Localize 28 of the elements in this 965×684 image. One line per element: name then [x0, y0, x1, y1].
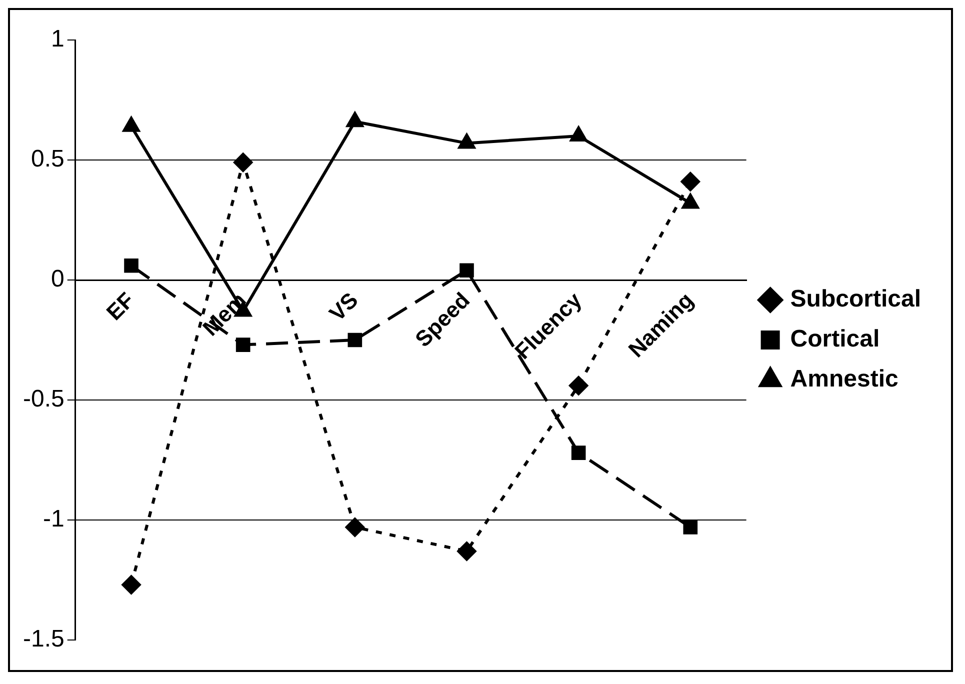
- point: [458, 134, 476, 149]
- point: [460, 263, 474, 278]
- legend-label: Subcortical: [790, 286, 922, 313]
- point: [345, 518, 364, 537]
- point: [457, 542, 476, 561]
- legend-label: Amnestic: [790, 366, 898, 393]
- point: [124, 258, 138, 273]
- point: [571, 446, 586, 460]
- x-tick-label: VS: [324, 287, 363, 326]
- legend-label: Cortical: [790, 326, 880, 353]
- point: [234, 152, 253, 172]
- point: [569, 376, 588, 396]
- y-tick-label: -0.5: [22, 386, 64, 413]
- y-tick-label: -1: [43, 506, 64, 533]
- point: [570, 126, 587, 142]
- x-tick-label: EF: [102, 287, 140, 326]
- point: [122, 116, 140, 132]
- point: [346, 112, 364, 128]
- point: [680, 172, 700, 192]
- point: [682, 194, 699, 209]
- point: [122, 575, 141, 594]
- point: [348, 332, 362, 348]
- y-tick-label: 0: [50, 266, 64, 293]
- y-tick-label: -1.5: [22, 626, 64, 653]
- y-tick-label: 0.5: [30, 146, 64, 173]
- y-tick-label: 1: [50, 26, 64, 53]
- point: [683, 520, 698, 534]
- point: [236, 338, 250, 352]
